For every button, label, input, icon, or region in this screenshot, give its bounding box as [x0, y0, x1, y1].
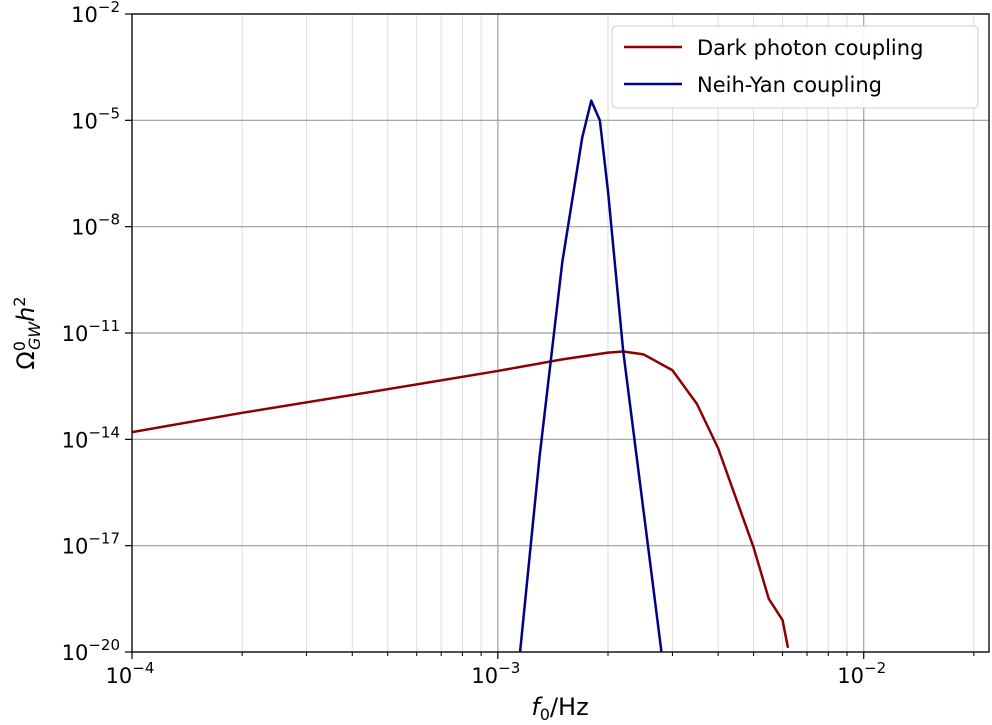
legend-box — [611, 25, 979, 109]
legend-label-neih-yan: Neih-Yan coupling — [697, 73, 882, 97]
legend-label-dark-photon: Dark photon coupling — [697, 36, 923, 60]
y-tick-label: 10−2 — [71, 0, 120, 27]
y-tick-labels: 10−20 10−17 10−14 10−11 10−8 10−5 10−2 — [62, 0, 120, 665]
legend: Dark photon coupling Neih-Yan coupling — [611, 25, 979, 109]
x-tick-label: 10−2 — [837, 659, 886, 688]
axis-ticks — [125, 13, 975, 659]
y-tick-label: 10−5 — [71, 104, 120, 133]
series-line-neih-yan — [518, 99, 663, 652]
x-tick-label: 10−4 — [106, 659, 155, 688]
y-tick-label: 10−8 — [71, 211, 120, 240]
series-line-dark-photon — [132, 350, 790, 649]
x-tick-label: 10−3 — [471, 659, 520, 688]
y-tick-label: 10−17 — [62, 530, 120, 559]
y-tick-label: 10−20 — [62, 636, 120, 665]
x-tick-labels: 10−4 10−3 10−2 — [106, 659, 887, 688]
y-tick-label: 10−14 — [62, 423, 120, 452]
x-axis-label: f0/Hz — [531, 693, 588, 724]
y-axis-label: Ω0GWh2 — [10, 296, 44, 369]
y-tick-label: 10−11 — [62, 317, 120, 346]
series-lines — [132, 99, 790, 652]
